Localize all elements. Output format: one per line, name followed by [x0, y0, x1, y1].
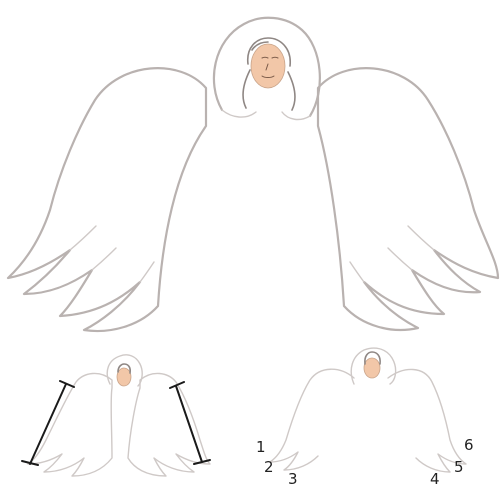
- main-right-wing-outline: [316, 67, 500, 332]
- step-one-angel: [21, 354, 211, 477]
- left-guide-line: [29, 383, 67, 465]
- left-guide-cap-top: [59, 380, 75, 388]
- right-guide-cap-top: [169, 381, 185, 389]
- main-head-frame: [212, 16, 321, 118]
- step1-right-wing: [127, 372, 211, 477]
- step-two-angel: 1 2 3 4 5 6: [256, 347, 474, 488]
- step1-head-frame: [106, 354, 143, 387]
- step2-right-wing: [387, 368, 467, 473]
- right-guide-cap-bottom: [193, 459, 211, 465]
- right-guide-line: [175, 385, 203, 463]
- step2-left-wing: [269, 368, 355, 471]
- step2-face: [363, 357, 381, 379]
- step-number-1: 1: [256, 438, 266, 456]
- step-number-5: 5: [454, 458, 464, 476]
- left-guide-cap-bottom: [21, 460, 39, 466]
- step1-left-wing: [27, 372, 113, 477]
- step-number-2: 2: [264, 458, 274, 476]
- main-left-wing-outline: [6, 67, 208, 333]
- step1-face: [116, 367, 132, 387]
- step-number-3: 3: [288, 470, 298, 488]
- main-face: [250, 43, 286, 89]
- main-hair: [242, 37, 296, 111]
- main-angel: [6, 16, 500, 333]
- step-number-4: 4: [430, 470, 440, 488]
- step2-head-frame: [350, 347, 397, 385]
- step-number-6: 6: [464, 436, 474, 454]
